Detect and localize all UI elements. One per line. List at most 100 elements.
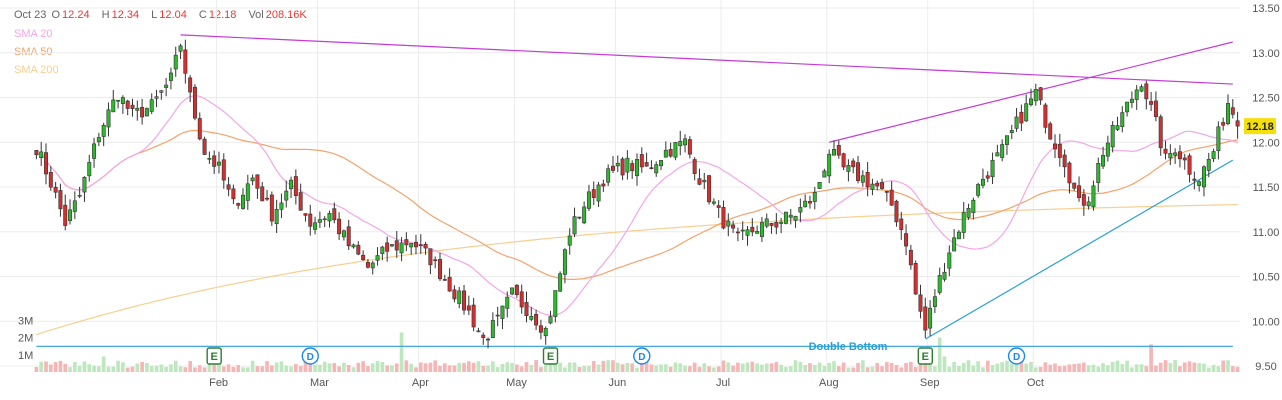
volume-bar <box>442 363 447 372</box>
sma-50-line <box>36 129 1238 280</box>
volume-bar <box>241 367 245 372</box>
candle-body <box>144 108 149 117</box>
volume-bar <box>351 367 356 372</box>
candle-body <box>1216 126 1221 151</box>
volume-bar <box>125 367 130 372</box>
candle-body <box>519 291 524 308</box>
candle-body <box>212 155 217 167</box>
candle-body <box>255 174 260 189</box>
legend-sma20[interactable]: SMA 20 <box>14 28 53 40</box>
volume-bar <box>414 367 418 372</box>
volume-bar <box>236 365 241 372</box>
volume-bar <box>337 366 341 372</box>
earnings-marker-box <box>917 347 933 365</box>
volume-bar <box>1005 360 1009 372</box>
volume-tick-label: 3M <box>18 315 33 327</box>
candle-body <box>620 158 625 176</box>
candle-body <box>1144 83 1149 100</box>
candle-body <box>659 160 664 167</box>
volume-bar <box>750 361 755 372</box>
candle-body <box>586 191 591 209</box>
candle-body <box>610 165 615 171</box>
candle-body <box>154 96 159 99</box>
candle-body <box>39 151 44 158</box>
volume-bar <box>822 366 827 372</box>
candle-body <box>870 183 875 190</box>
candle-body <box>769 222 774 226</box>
candle-body <box>913 263 918 295</box>
candle-body <box>495 314 500 317</box>
candle-body <box>750 226 755 233</box>
candle-body <box>58 190 63 210</box>
volume-bar <box>135 363 140 372</box>
candle-body <box>476 330 481 333</box>
candle-body <box>596 184 601 202</box>
candle-body <box>490 320 495 338</box>
volume-bar <box>298 365 303 372</box>
volume-bar <box>294 364 298 372</box>
candle-body <box>726 220 731 227</box>
candle-body <box>293 176 298 197</box>
candle-body <box>952 237 957 252</box>
legend-sma200[interactable]: SMA 200 <box>14 64 59 76</box>
candle-body <box>644 162 649 167</box>
y-tick-label: 13.00 <box>1252 48 1280 60</box>
candle-body <box>394 240 399 251</box>
volume-bar <box>217 360 221 372</box>
legend-sma50[interactable]: SMA 50 <box>14 46 53 58</box>
candle-body <box>745 229 750 236</box>
volume-bar <box>255 366 260 372</box>
volume-bar <box>563 367 567 372</box>
open-label: O <box>51 9 61 21</box>
volume-bar <box>942 356 947 372</box>
candle-body <box>269 194 274 222</box>
volume-bar <box>981 367 985 372</box>
volume-bar <box>630 363 635 372</box>
candle-body <box>1033 89 1038 102</box>
volume-bar <box>308 361 313 372</box>
candle-body <box>971 199 976 213</box>
candle-body <box>96 137 101 143</box>
y-tick-label: 12.00 <box>1252 137 1280 149</box>
volume-bar <box>904 362 908 372</box>
candle-body <box>231 188 236 200</box>
volume-bar <box>577 367 582 372</box>
volume-bar <box>495 367 500 372</box>
candle-body <box>678 140 683 147</box>
volume-bar <box>702 363 707 372</box>
candle-body <box>173 54 178 70</box>
candle-body <box>514 284 519 295</box>
volume-bar <box>1024 363 1029 372</box>
candle-body <box>48 171 53 188</box>
volume-bar <box>97 366 101 372</box>
candle-body <box>779 221 784 224</box>
volume-bar <box>130 366 135 372</box>
volume-bar <box>1043 362 1048 372</box>
volume-bar <box>164 366 168 372</box>
volume-bar <box>803 364 807 372</box>
candle-body <box>462 290 467 311</box>
candle-body <box>884 191 889 193</box>
candle-body <box>289 179 294 190</box>
candle-body <box>1072 182 1077 189</box>
candle-body <box>404 239 409 246</box>
candle-body <box>1139 86 1144 92</box>
volume-bar <box>678 363 683 372</box>
candle-body <box>101 124 106 137</box>
candle-body <box>1192 178 1197 181</box>
candle-body <box>505 296 510 309</box>
volume-bar <box>178 366 183 372</box>
earnings-marker-label: E <box>547 351 554 363</box>
volume-bar <box>1033 367 1038 372</box>
candle-body <box>836 145 841 156</box>
low-value: 12.04 <box>159 9 187 21</box>
candle-body <box>918 294 923 312</box>
volume-bar <box>111 366 116 372</box>
volume-bar <box>322 361 327 372</box>
candle-body <box>120 97 125 105</box>
candle-body <box>543 328 548 337</box>
candle-body <box>197 118 202 140</box>
volume-bar <box>880 366 884 372</box>
volume-bar <box>745 362 750 372</box>
